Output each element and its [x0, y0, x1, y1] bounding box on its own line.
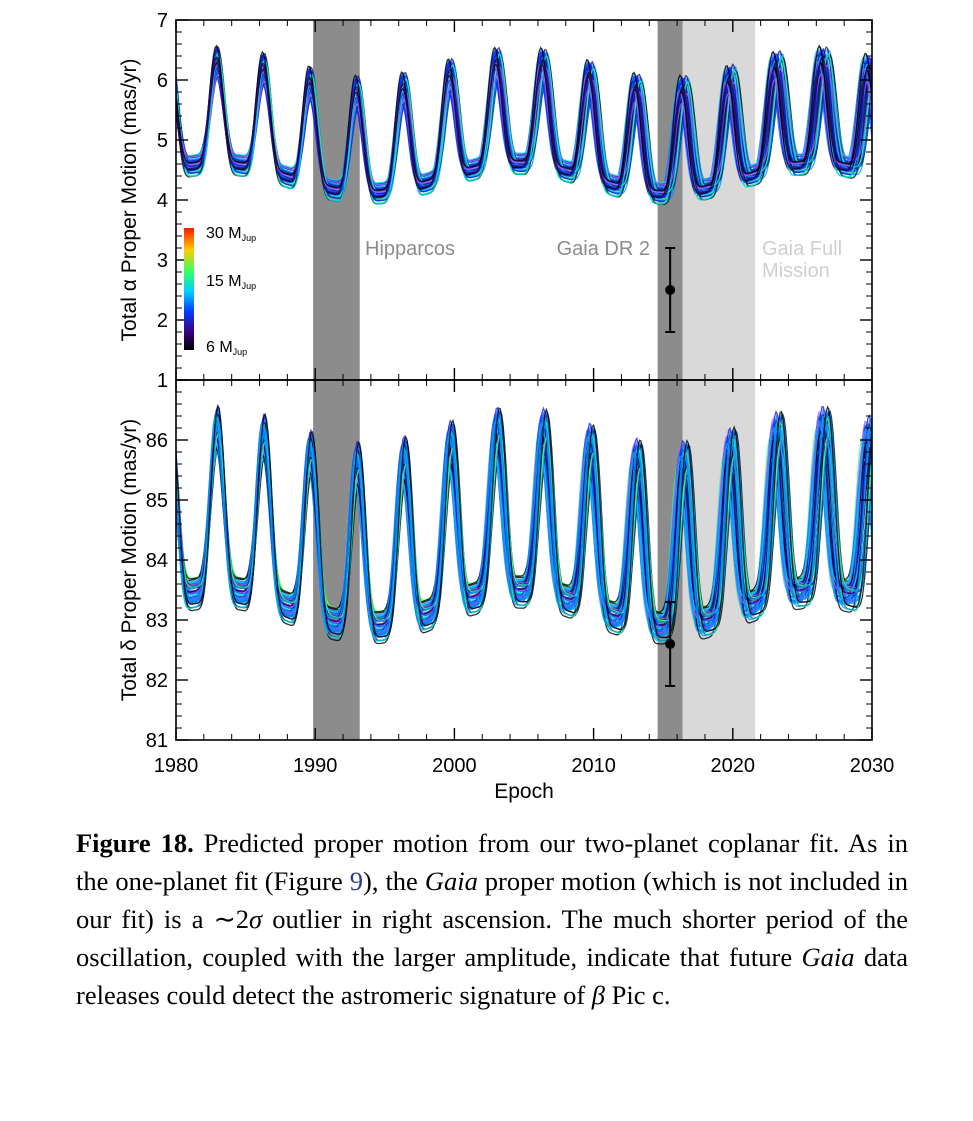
alpha-model-curve-53 [176, 73, 872, 194]
delta-model-curve-35 [176, 438, 872, 628]
band-label-1: Hipparcos [365, 238, 455, 260]
delta-gaia-point [665, 639, 676, 649]
alpha-model-curve-58 [176, 56, 872, 192]
xtick-label: 2030 [850, 755, 895, 777]
caption-label: Figure 18. [76, 828, 194, 858]
delta-model-curve-58 [176, 412, 872, 642]
xtick-label: 2020 [711, 755, 756, 777]
alpha-model-curve-51 [176, 63, 872, 186]
delta-model-curve-15 [176, 439, 872, 613]
alpha-model-curves [176, 44, 872, 205]
delta-model-curve-57 [176, 419, 872, 636]
caption-beta: β [591, 980, 605, 1010]
delta-ytick-label: 85 [146, 490, 168, 512]
caption-text-4: outlier in right ascension. The much sho… [76, 904, 908, 972]
delta-y-axis-title: Total δ Proper Motion (mas/yr) [118, 419, 141, 701]
delta-model-curve-55 [176, 432, 872, 629]
band-label-2: Gaia DR 2 [557, 238, 650, 260]
caption-text-2: ), the [363, 866, 425, 896]
delta-model-curve-60 [176, 404, 872, 639]
alpha-model-curve-44 [176, 49, 872, 202]
colorbar-label-1: 30 MJup [206, 225, 256, 243]
alpha-model-curve-36 [176, 67, 872, 188]
x-axis-title: Epoch [494, 780, 554, 803]
mass-colorbar: 30 MJup 15 MJup 6 MJup [184, 225, 256, 357]
alpha-ytick-label: 7 [157, 10, 168, 32]
axis-labels: Hipparcos Gaia DR 2 Gaia Full Mission 1 2 3 4 5 6… [118, 10, 894, 803]
delta-ytick-label: 81 [146, 730, 168, 752]
delta-model-curve-37 [176, 410, 872, 634]
alpha-ytick-label: 4 [157, 190, 168, 212]
xtick-label: 1980 [154, 755, 199, 777]
delta-model-curve-38 [176, 412, 872, 645]
caption-text-1: Predicted proper motion from our two-pla… [76, 828, 909, 896]
alpha-model-curve-55 [176, 55, 872, 205]
delta-ytick-label: 83 [146, 610, 168, 632]
delta-model-curves [176, 403, 872, 645]
band-label-3: Gaia Full Mission [762, 238, 842, 282]
alpha-model-curve-57 [176, 61, 872, 191]
axis-ticks [175, 19, 873, 741]
delta-model-curve-53 [176, 434, 872, 626]
caption-figure-ref[interactable]: 9 [349, 866, 363, 896]
caption-sigma: σ [249, 904, 263, 934]
alpha-gaia-point [665, 285, 676, 295]
alpha-ytick-label: 5 [157, 130, 168, 152]
caption-gaia-2: Gaia [801, 942, 855, 972]
delta-model-curve-43 [176, 407, 872, 635]
caption-text-3: proper motion (which is not included in … [76, 866, 908, 934]
alpha-model-curve-34 [176, 58, 872, 200]
alpha-ytick-label: 1 [157, 370, 168, 392]
colorbar-gradient [184, 228, 194, 350]
xtick-label: 2010 [571, 755, 616, 777]
alpha-ytick-label: 2 [157, 310, 168, 332]
xtick-label: 2000 [432, 755, 477, 777]
delta-ytick-label: 82 [146, 670, 168, 692]
delta-model-curve-44 [176, 430, 872, 619]
delta-model-curve-34 [176, 413, 872, 632]
caption-text-5: data releases could detect the astromeri… [76, 942, 908, 1010]
colorbar-label-2: 15 MJup [206, 273, 256, 291]
colorbar-label-3: 6 MJup [206, 339, 247, 357]
delta-ytick-label: 86 [146, 430, 168, 452]
caption-text-6: Pic c. [605, 980, 671, 1010]
delta-ytick-label: 84 [146, 550, 168, 572]
alpha-ytick-label: 6 [157, 70, 168, 92]
caption-gaia-1: Gaia [424, 866, 478, 896]
alpha-model-curve-60 [176, 57, 872, 197]
figure-18: Hipparcos Gaia DR 2 Gaia Full Mission 1 2 3 4 5 6… [118, 10, 894, 803]
alpha-ytick-label: 3 [157, 250, 168, 272]
figure-caption: Figure 18. Predicted proper motion from … [76, 824, 908, 1014]
delta-model-curve-59 [176, 423, 872, 623]
xtick-label: 1990 [293, 755, 338, 777]
delta-model-curve-49 [176, 444, 872, 620]
gaia-measurements [665, 247, 676, 687]
alpha-model-curve-30 [176, 48, 872, 201]
alpha-model-curve-18 [176, 72, 872, 184]
alpha-y-axis-title: Total α Proper Motion (mas/yr) [118, 59, 141, 342]
